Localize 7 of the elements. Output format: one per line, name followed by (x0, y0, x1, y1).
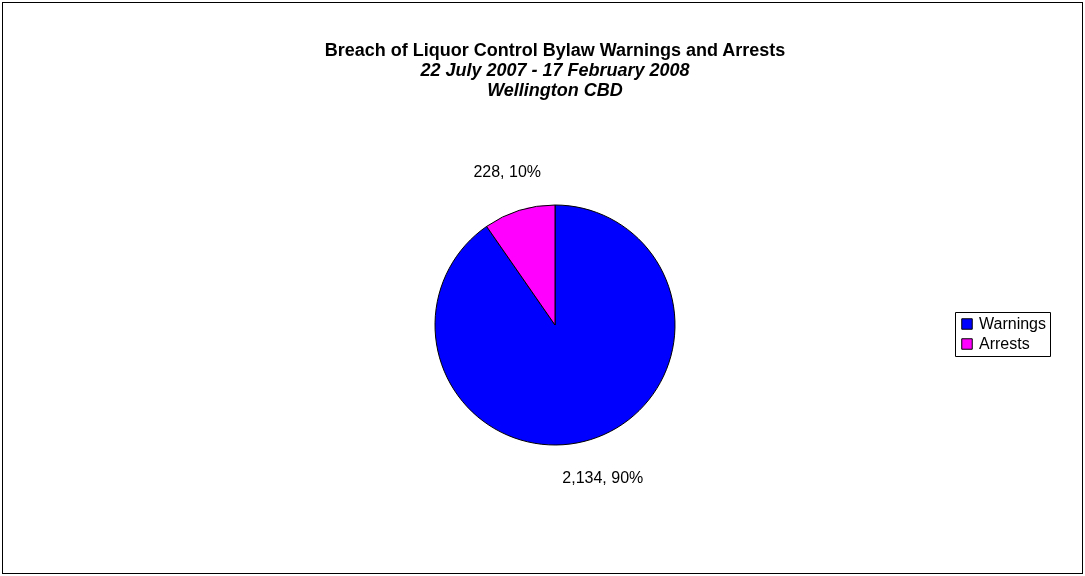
chart-subtitle: 22 July 2007 - 17 February 2008 Wellington CBD (419, 60, 690, 100)
legend-label: Arrests (979, 335, 1030, 352)
data-label: 228, 10% (473, 163, 542, 181)
legend-label: Warnings (979, 315, 1046, 332)
chart-title: Breach of Liquor Control Bylaw Warnings and Arrests (324, 40, 786, 60)
pie-slice (434, 204, 676, 446)
data-label: 2,134, 90% (562, 468, 644, 486)
